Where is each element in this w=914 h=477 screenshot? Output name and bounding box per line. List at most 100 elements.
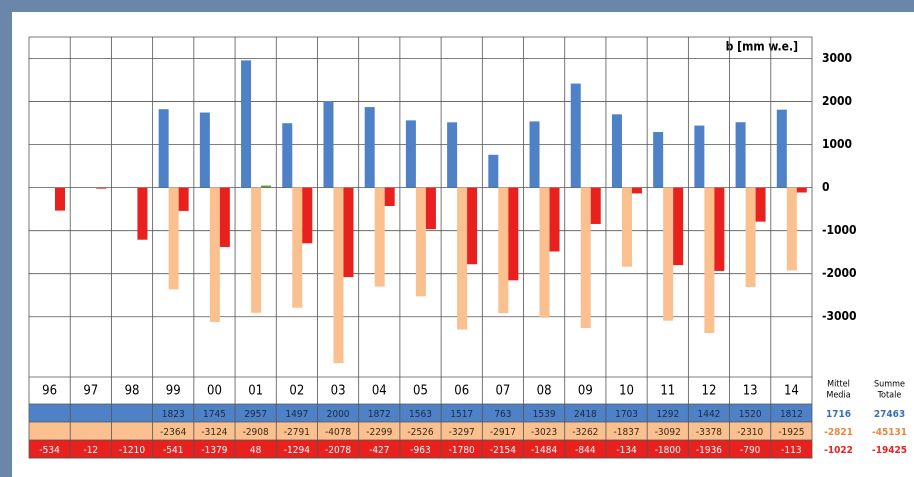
table-value: 2000 [327, 409, 350, 420]
table-value: 1517 [450, 409, 473, 420]
table-value: -1837 [613, 427, 639, 438]
table-value: -4078 [325, 427, 351, 438]
x-tick-label: 14 [784, 384, 799, 399]
bar [704, 187, 715, 334]
bar [653, 132, 664, 188]
bar [467, 187, 478, 265]
bar [168, 187, 179, 290]
table-value: -12 [83, 445, 98, 456]
bar [158, 109, 169, 188]
bar [96, 187, 107, 189]
x-tick-label: 06 [454, 384, 469, 399]
bar [282, 123, 293, 188]
x-tick-label: 01 [248, 384, 263, 399]
bar [488, 154, 499, 188]
bar [323, 101, 334, 188]
table-value: -1379 [201, 445, 227, 456]
x-tick-label: 08 [537, 384, 552, 399]
table-value: -790 [740, 445, 761, 456]
bar [333, 187, 344, 364]
bar [199, 112, 210, 188]
table-value: -1925 [778, 427, 804, 438]
bar [219, 187, 230, 247]
y-tick-label: 0 [822, 180, 830, 194]
x-tick-label: 00 [207, 384, 222, 399]
bar [55, 187, 66, 211]
bar [374, 187, 385, 287]
bar [508, 187, 519, 281]
table-value: -2299 [366, 427, 392, 438]
bar [137, 187, 148, 240]
unit-label: b [mm w.e.] [726, 40, 798, 54]
bar [694, 125, 705, 188]
x-tick-label: 12 [702, 384, 717, 399]
table-value: -2078 [325, 445, 351, 456]
bar [415, 187, 426, 297]
bar [570, 83, 581, 188]
y-tick-label: -2000 [822, 266, 857, 280]
table-value: -534 [39, 445, 60, 456]
bar [529, 121, 540, 188]
x-tick-label: 03 [331, 384, 346, 399]
table-value: -1484 [531, 445, 557, 456]
table-value: 48 [250, 445, 262, 456]
table-value: -1800 [655, 445, 681, 456]
bar [673, 187, 684, 266]
table-value: -963 [410, 445, 430, 456]
y-tick-label: 2000 [822, 94, 852, 108]
table-value: -2526 [407, 427, 433, 438]
table-value: 1497 [285, 409, 308, 420]
table-value: -1936 [696, 445, 722, 456]
summary-header: Media [826, 391, 850, 401]
table-value: -3378 [696, 427, 722, 438]
table-value: -3023 [531, 427, 557, 438]
table-value: -2917 [490, 427, 516, 438]
table-value: 763 [494, 409, 511, 420]
summary-total: -19425 [872, 445, 907, 456]
bar [251, 187, 262, 313]
bar [447, 122, 458, 188]
table-value: -3124 [201, 427, 227, 438]
x-tick-label: 10 [619, 384, 634, 399]
table-row-bg [29, 404, 812, 422]
table-value: -134 [616, 445, 637, 456]
table-value: -2310 [737, 427, 763, 438]
table-value: -2364 [160, 427, 186, 438]
x-tick-label: 09 [578, 384, 593, 399]
table-row-bg [29, 440, 812, 458]
table-value: -113 [781, 445, 801, 456]
table-value: 1292 [656, 409, 679, 420]
x-tick-label: 07 [495, 384, 510, 399]
summary-header: Summe [874, 380, 905, 390]
bar [364, 107, 375, 188]
table-row-bg [29, 422, 812, 440]
summary-header: Mittel [827, 380, 850, 390]
bar [786, 187, 797, 271]
bar [755, 187, 766, 222]
bar [776, 109, 787, 188]
table-value: 1823 [162, 409, 185, 420]
x-tick-label: 98 [125, 384, 140, 399]
bar [384, 187, 395, 207]
bar [178, 187, 189, 211]
y-tick-label: 1000 [822, 137, 852, 151]
table-value: -2908 [243, 427, 269, 438]
x-tick-label: 97 [83, 384, 98, 399]
y-tick-label: -3000 [822, 309, 857, 323]
table-value: -427 [369, 445, 389, 456]
summary-total: -45131 [872, 427, 907, 438]
bar [621, 187, 632, 267]
table-value: -2791 [284, 427, 310, 438]
table-value: 1872 [368, 409, 391, 420]
bar [209, 187, 220, 323]
bar [539, 187, 550, 318]
table-value: -1780 [449, 445, 475, 456]
bar [611, 114, 622, 188]
table-value: 1812 [780, 409, 803, 420]
summary-total: 27463 [874, 409, 905, 420]
bar [498, 187, 509, 314]
y-tick-label: -1000 [822, 223, 857, 237]
summary-header: Totale [877, 391, 902, 401]
bar [590, 187, 601, 224]
